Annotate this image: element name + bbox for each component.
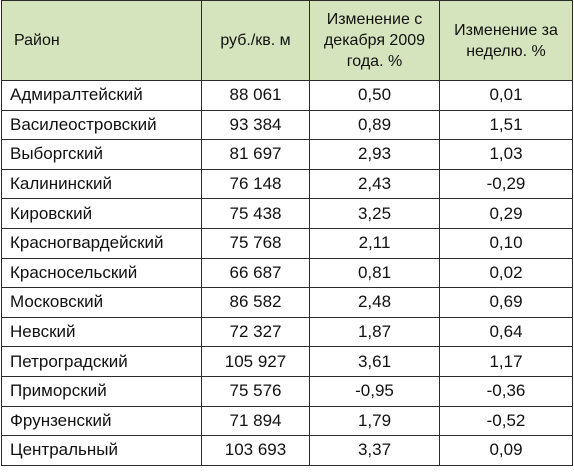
price-table: Район руб./кв. м Изменение с декабря 200… [1, 0, 573, 466]
cell-district: Выборгский [1, 139, 202, 170]
cell-price: 71 894 [201, 405, 310, 437]
cell-change-since-december: 0,89 [309, 109, 440, 141]
table-body: Адмиралтейский 88 061 0,50 0,01 Василеос… [1, 80, 573, 466]
cell-change-since-december: 2,43 [309, 168, 440, 200]
cell-change-week: -0,29 [439, 168, 573, 200]
cell-change-since-december: 1,79 [309, 405, 440, 437]
table-row: Фрунзенский 71 894 1,79 -0,52 [1, 405, 573, 437]
cell-district: Красногвардейский [1, 227, 202, 259]
table-row: Красносельский 66 687 0,81 0,02 [1, 257, 573, 289]
table-header: Район руб./кв. м Изменение с декабря 200… [1, 0, 573, 81]
cell-district: Центральный [1, 435, 202, 466]
header-district: Район [1, 0, 202, 81]
cell-price: 103 693 [201, 435, 310, 466]
cell-change-week: 0,69 [439, 287, 573, 318]
table-row: Центральный 103 693 3,37 0,09 [1, 435, 573, 466]
cell-change-since-december: 0,50 [309, 80, 440, 111]
cell-change-week: -0,36 [439, 375, 573, 407]
cell-price: 105 927 [201, 346, 310, 377]
cell-price: 81 697 [201, 139, 310, 170]
table-row: Невский 72 327 1,87 0,64 [1, 316, 573, 348]
header-row: Район руб./кв. м Изменение с декабря 200… [1, 0, 573, 81]
cell-district: Невский [1, 316, 202, 348]
cell-change-week: 0,10 [439, 227, 573, 259]
cell-change-week: 0,09 [439, 435, 573, 466]
cell-price: 75 576 [201, 375, 310, 407]
cell-district: Приморский [1, 375, 202, 407]
cell-price: 88 061 [201, 80, 310, 111]
table-row: Адмиралтейский 88 061 0,50 0,01 [1, 80, 573, 111]
cell-district: Красносельский [1, 257, 202, 289]
header-change-week: Изменение за неделю. % [439, 0, 573, 81]
table-row: Калининский 76 148 2,43 -0,29 [1, 168, 573, 200]
cell-change-since-december: 3,25 [309, 198, 440, 229]
cell-price: 75 768 [201, 227, 310, 259]
table-row: Приморский 75 576 -0,95 -0,36 [1, 375, 573, 407]
table-row: Московский 86 582 2,48 0,69 [1, 287, 573, 318]
cell-district: Калининский [1, 168, 202, 200]
table-row: Выборгский 81 697 2,93 1,03 [1, 139, 573, 170]
cell-district: Фрунзенский [1, 405, 202, 437]
cell-change-since-december: 2,11 [309, 227, 440, 259]
cell-change-week: 0,01 [439, 80, 573, 111]
cell-price: 86 582 [201, 287, 310, 318]
table-row: Василеостровский 93 384 0,89 1,51 [1, 109, 573, 141]
cell-price: 75 438 [201, 198, 310, 229]
cell-change-week: 0,02 [439, 257, 573, 289]
cell-change-week: 0,64 [439, 316, 573, 348]
cell-change-since-december: 2,48 [309, 287, 440, 318]
cell-change-week: 1,51 [439, 109, 573, 141]
cell-district: Кировский [1, 198, 202, 229]
cell-price: 72 327 [201, 316, 310, 348]
cell-district: Московский [1, 287, 202, 318]
cell-price: 93 384 [201, 109, 310, 141]
cell-price: 66 687 [201, 257, 310, 289]
header-price: руб./кв. м [201, 0, 310, 81]
cell-district: Петроградский [1, 346, 202, 377]
header-change-since-december: Изменение с декабря 2009 года. % [309, 0, 440, 81]
cell-price: 76 148 [201, 168, 310, 200]
cell-change-since-december: 3,61 [309, 346, 440, 377]
cell-change-week: 1,17 [439, 346, 573, 377]
cell-change-since-december: 3,37 [309, 435, 440, 466]
cell-district: Василеостровский [1, 109, 202, 141]
cell-change-since-december: 0,81 [309, 257, 440, 289]
cell-change-since-december: -0,95 [309, 375, 440, 407]
table-row: Петроградский 105 927 3,61 1,17 [1, 346, 573, 377]
cell-change-since-december: 2,93 [309, 139, 440, 170]
cell-change-week: 0,29 [439, 198, 573, 229]
table-row: Кировский 75 438 3,25 0,29 [1, 198, 573, 229]
cell-district: Адмиралтейский [1, 80, 202, 111]
cell-change-since-december: 1,87 [309, 316, 440, 348]
table-row: Красногвардейский 75 768 2,11 0,10 [1, 227, 573, 259]
cell-change-week: 1,03 [439, 139, 573, 170]
cell-change-week: -0,52 [439, 405, 573, 437]
